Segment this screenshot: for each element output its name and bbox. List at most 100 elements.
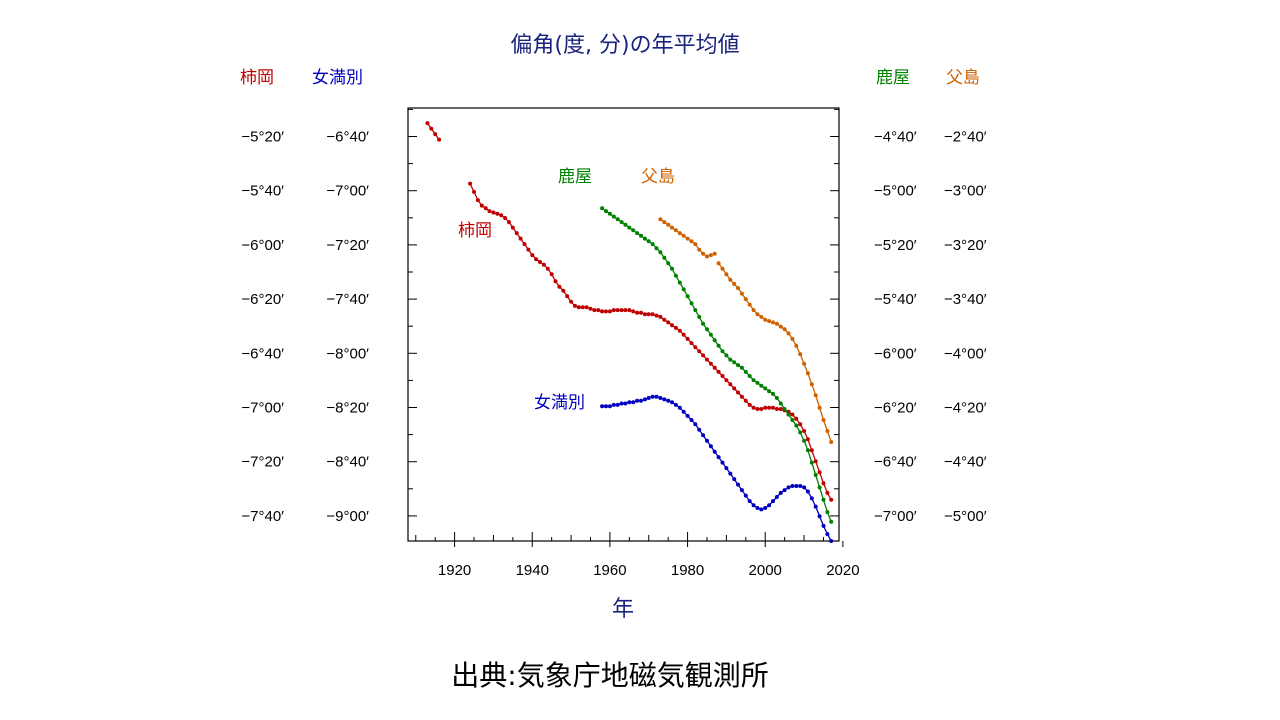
y-tick-label-memambetsu: −8°00′ [326, 345, 369, 362]
data-point-memambetsu [673, 402, 678, 407]
data-point-memambetsu [697, 427, 702, 432]
y-tick-label-kakioka: −6°40′ [241, 345, 284, 362]
data-point-memambetsu [615, 402, 620, 407]
data-point-kakioka [472, 189, 476, 194]
data-point-memambetsu [701, 433, 706, 438]
y-tick-label-memambetsu: −7°20′ [326, 237, 369, 254]
data-point-kanoya [689, 301, 694, 306]
data-point-kakioka [604, 309, 608, 314]
data-point-memambetsu [642, 397, 647, 402]
data-point-kakioka [767, 405, 772, 410]
data-point-kanoya [782, 407, 787, 411]
data-point-kanoya [712, 338, 717, 343]
data-point-kanoya [743, 369, 748, 374]
data-point-chichijima [689, 239, 694, 244]
data-point-kanoya [607, 211, 612, 216]
data-point-chichijima [673, 228, 678, 233]
data-point-kakioka [503, 216, 508, 220]
data-point-kanoya [751, 378, 756, 383]
data-point-memambetsu [639, 398, 643, 403]
data-point-chichijima [829, 440, 834, 444]
y-tick-label-memambetsu: −7°00′ [326, 183, 369, 200]
data-point-memambetsu [646, 396, 651, 400]
data-point-chichijima [813, 393, 818, 398]
data-point-kakioka [763, 405, 768, 410]
data-point-kakioka [701, 353, 706, 358]
data-point-kakioka [650, 312, 655, 317]
data-point-chichijima [755, 312, 760, 317]
data-point-memambetsu [774, 495, 779, 499]
data-point-kakioka [619, 308, 624, 313]
data-point-kanoya [604, 209, 608, 214]
data-point-kakioka [771, 405, 775, 410]
data-point-chichijima [666, 222, 671, 227]
data-point-memambetsu [611, 402, 616, 407]
data-point-kakioka [805, 437, 810, 442]
data-point-kakioka [623, 308, 628, 313]
data-point-kanoya [654, 246, 659, 251]
data-point-kakioka [580, 305, 585, 310]
data-point-kakioka [553, 279, 558, 284]
data-point-memambetsu [662, 397, 667, 402]
data-point-kanoya [705, 327, 709, 332]
data-point-kanoya [759, 383, 764, 388]
data-point-kanoya [720, 349, 725, 354]
data-point-chichijima [716, 261, 721, 266]
y-tick-label-chichijima: −5°00′ [944, 508, 987, 525]
data-point-kakioka [631, 309, 636, 314]
data-point-memambetsu [720, 460, 725, 465]
data-point-memambetsu [732, 477, 737, 482]
data-point-kakioka [522, 242, 527, 247]
data-point-kakioka [670, 323, 674, 328]
data-point-kakioka [545, 266, 550, 271]
data-point-kakioka [573, 303, 577, 308]
data-point-kakioka [557, 284, 562, 289]
data-point-kanoya [774, 396, 779, 400]
data-point-chichijima [798, 352, 803, 357]
data-point-kanoya [739, 365, 744, 370]
data-point-kakioka [798, 422, 803, 427]
data-point-chichijima [681, 233, 686, 238]
data-point-kakioka [588, 306, 593, 311]
data-point-kanoya [615, 217, 620, 222]
data-point-memambetsu [681, 409, 686, 414]
y-tick-label-chichijima: −2°40′ [944, 129, 987, 146]
data-point-kakioka [697, 349, 702, 354]
data-point-kanoya [794, 423, 799, 428]
data-point-chichijima [658, 217, 663, 222]
data-point-kakioka [596, 308, 601, 313]
data-point-memambetsu [619, 401, 624, 406]
data-point-kakioka [755, 407, 760, 411]
data-point-kakioka [507, 220, 511, 225]
data-point-memambetsu [693, 422, 698, 427]
data-point-chichijima [697, 247, 702, 252]
data-point-kanoya [662, 255, 667, 260]
data-point-kanoya [619, 220, 624, 225]
data-point-kanoya [658, 250, 663, 255]
data-point-memambetsu [809, 496, 814, 501]
data-point-kakioka [736, 390, 740, 395]
data-point-memambetsu [763, 506, 768, 510]
y-tick-label-chichijima: −4°40′ [944, 454, 987, 471]
data-point-kanoya [724, 353, 729, 358]
data-point-memambetsu [782, 488, 787, 493]
data-point-memambetsu [705, 438, 709, 443]
data-point-memambetsu [751, 503, 756, 508]
data-point-kakioka [627, 308, 632, 313]
data-point-chichijima [736, 286, 740, 291]
data-point-kanoya [767, 389, 772, 394]
data-point-kanoya [708, 332, 713, 337]
y-axis-ticks-right [830, 108, 839, 517]
data-point-kanoya [755, 380, 760, 385]
data-point-chichijima [708, 253, 713, 258]
data-point-kakioka [689, 341, 694, 346]
data-point-kakioka [479, 203, 484, 208]
data-point-kakioka [600, 309, 605, 314]
data-point-kanoya [639, 233, 643, 238]
data-point-kakioka [712, 365, 717, 370]
data-point-kanoya [732, 360, 737, 365]
data-point-kanoya [821, 497, 826, 502]
data-point-kakioka [720, 374, 725, 378]
data-point-memambetsu [821, 523, 826, 528]
data-point-chichijima [720, 266, 725, 271]
